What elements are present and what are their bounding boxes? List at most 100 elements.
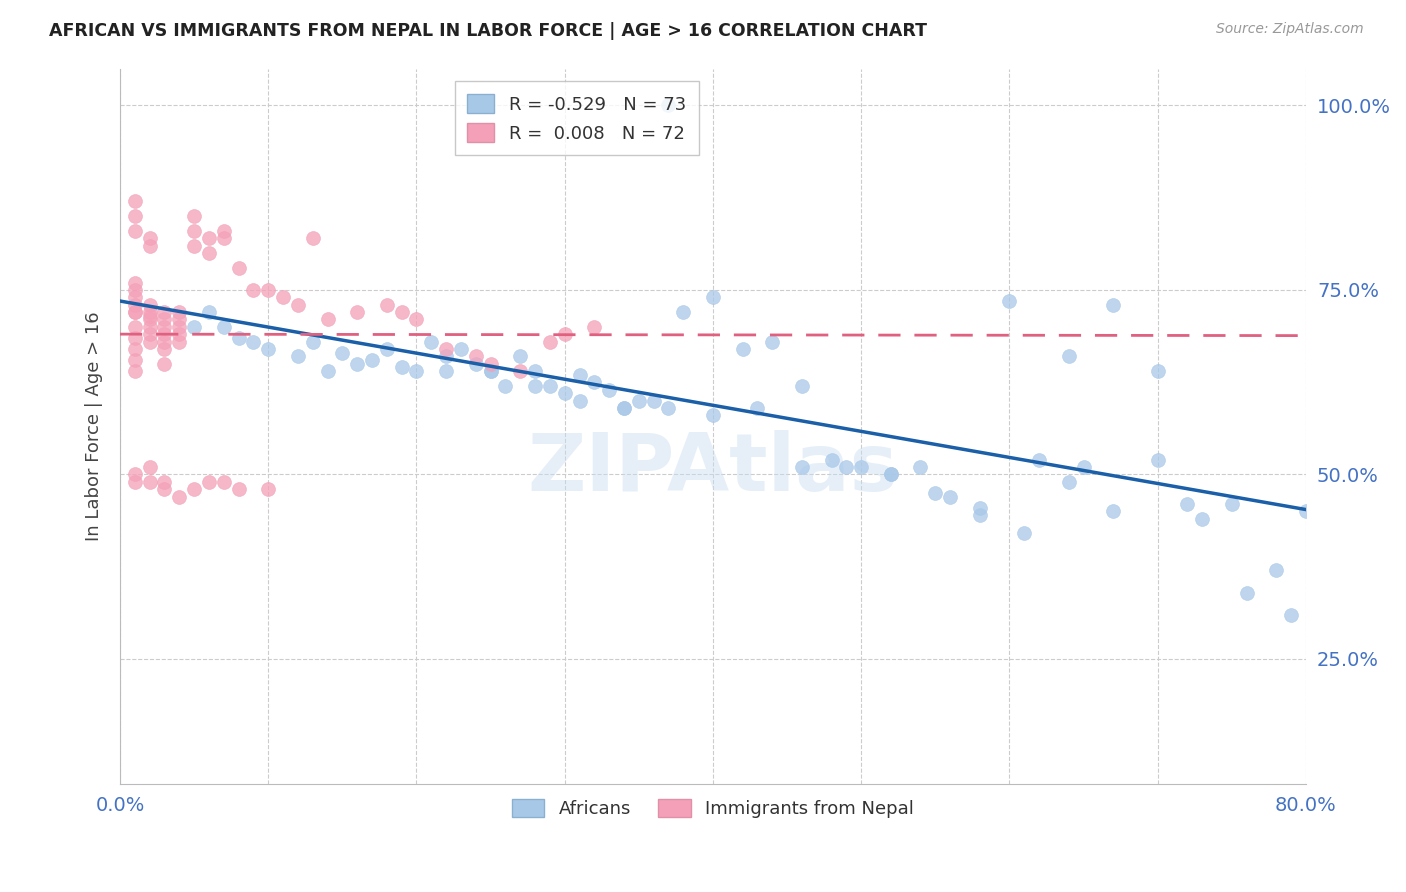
Point (464, 357, 486, 371)
Point (969, 500, 991, 515)
Point (849, 460, 872, 475)
Point (657, 401, 679, 415)
Point (124, 342, 146, 356)
Point (138, 475, 160, 489)
Point (538, 379, 561, 393)
Point (228, 331, 250, 345)
Point (124, 319, 146, 334)
Point (1175, 497, 1198, 511)
Y-axis label: In Labor Force | Age > 16: In Labor Force | Age > 16 (86, 311, 103, 541)
Point (1073, 460, 1095, 475)
Point (212, 319, 235, 334)
Point (702, 290, 724, 304)
Point (657, 98, 679, 112)
Legend: Africans, Immigrants from Nepal: Africans, Immigrants from Nepal (505, 792, 921, 825)
Point (183, 224, 205, 238)
Text: Source: ZipAtlas.com: Source: ZipAtlas.com (1216, 22, 1364, 37)
Point (1146, 452, 1168, 467)
Point (138, 327, 160, 342)
Point (167, 319, 190, 334)
Point (316, 364, 339, 378)
Point (1236, 585, 1258, 599)
Point (509, 350, 531, 364)
Point (124, 283, 146, 297)
Point (1265, 563, 1288, 577)
Point (346, 357, 368, 371)
Point (1279, 607, 1302, 622)
Point (153, 482, 176, 496)
Point (124, 276, 146, 290)
Point (138, 460, 160, 475)
Point (479, 357, 502, 371)
Point (405, 312, 427, 326)
Point (880, 467, 903, 482)
Point (613, 401, 636, 415)
Point (434, 342, 457, 356)
Point (583, 319, 606, 334)
Point (124, 209, 146, 223)
Point (198, 231, 221, 245)
Point (301, 334, 323, 349)
Point (167, 305, 190, 319)
Point (568, 368, 591, 382)
Point (271, 290, 294, 304)
Point (702, 409, 724, 423)
Point (375, 342, 398, 356)
Point (1028, 452, 1050, 467)
Point (183, 319, 205, 334)
Point (613, 401, 636, 415)
Point (198, 475, 221, 489)
Point (880, 467, 903, 482)
Point (479, 364, 502, 378)
Point (464, 350, 486, 364)
Point (153, 319, 176, 334)
Point (434, 350, 457, 364)
Point (1012, 526, 1035, 541)
Point (124, 298, 146, 312)
Point (167, 312, 190, 326)
Point (153, 342, 176, 356)
Point (761, 334, 783, 349)
Point (1057, 350, 1080, 364)
Point (153, 475, 176, 489)
Point (627, 393, 650, 408)
Point (1295, 504, 1317, 518)
Point (124, 475, 146, 489)
Point (554, 327, 576, 342)
Text: AFRICAN VS IMMIGRANTS FROM NEPAL IN LABOR FORCE | AGE > 16 CORRELATION CHART: AFRICAN VS IMMIGRANTS FROM NEPAL IN LABO… (49, 22, 927, 40)
Point (405, 364, 427, 378)
Point (153, 312, 176, 326)
Point (420, 334, 443, 349)
Point (1102, 504, 1125, 518)
Point (1220, 497, 1243, 511)
Point (1057, 475, 1080, 489)
Point (391, 360, 413, 375)
Point (939, 490, 962, 504)
Point (643, 393, 665, 408)
Point (969, 508, 991, 522)
Point (509, 364, 531, 378)
Point (672, 305, 695, 319)
Point (138, 238, 160, 252)
Point (1102, 298, 1125, 312)
Point (153, 327, 176, 342)
Point (568, 393, 591, 408)
Point (138, 231, 160, 245)
Point (153, 357, 176, 371)
Point (124, 467, 146, 482)
Point (835, 460, 858, 475)
Point (790, 379, 813, 393)
Point (124, 224, 146, 238)
Point (124, 331, 146, 345)
Point (167, 327, 190, 342)
Point (124, 290, 146, 304)
Point (183, 238, 205, 252)
Point (287, 298, 309, 312)
Point (198, 246, 221, 260)
Point (375, 298, 398, 312)
Point (747, 401, 769, 415)
Point (731, 342, 754, 356)
Point (138, 305, 160, 319)
Point (228, 482, 250, 496)
Point (346, 305, 368, 319)
